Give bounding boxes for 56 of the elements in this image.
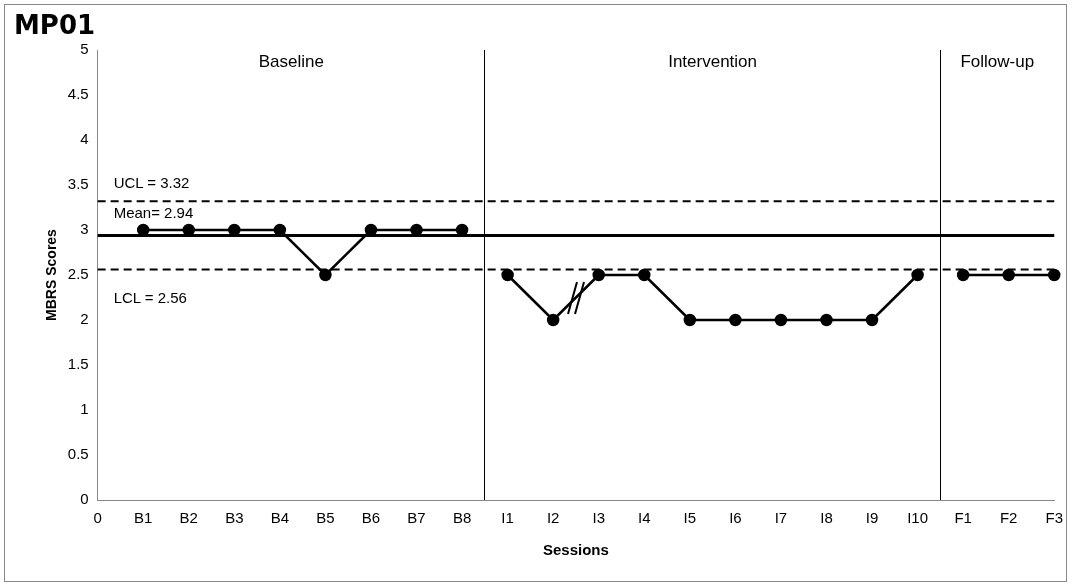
- x-tick-label: B3: [225, 509, 244, 527]
- point: [1048, 268, 1061, 282]
- point: [683, 313, 697, 327]
- x-tick-label: I1: [501, 509, 514, 527]
- y-tick-label: 4: [80, 130, 89, 148]
- point: [774, 313, 788, 327]
- y-axis-title: MBRS Scores: [43, 228, 60, 321]
- x-tick-label: B8: [452, 509, 472, 527]
- point: [546, 313, 560, 327]
- x-tick-label: B1: [134, 509, 153, 527]
- ref-line-label: Mean= 2.94: [113, 204, 194, 222]
- y-tick-label: 2.5: [67, 265, 89, 283]
- point: [865, 313, 879, 327]
- point: [501, 268, 514, 282]
- x-tick-label: I6: [729, 509, 742, 527]
- x-tick-label: B6: [361, 509, 381, 527]
- point: [956, 268, 970, 282]
- x-tick-label: I10: [907, 509, 929, 527]
- y-tick-label: 4.5: [67, 85, 89, 103]
- annotation: Intervention: [668, 52, 758, 72]
- point: [911, 268, 924, 282]
- y-tick-label: 5: [80, 40, 89, 58]
- ref-line-label: LCL = 2.56: [113, 289, 187, 307]
- x-tick-label: B4: [270, 509, 290, 527]
- y-tick-label: 3.5: [67, 175, 89, 193]
- point: [592, 268, 605, 282]
- x-tick-label: B2: [179, 509, 198, 527]
- x-tick-label: I4: [638, 509, 651, 527]
- y-tick-label: 3: [80, 220, 89, 238]
- x-tick-label: I2: [546, 509, 560, 527]
- point: [820, 313, 833, 327]
- y-tick-label: 1: [80, 400, 89, 418]
- point: [319, 268, 332, 282]
- ref-line-label: UCL = 3.32: [113, 173, 190, 191]
- y-tick-label: 2: [80, 310, 89, 328]
- annotation: Follow-up: [960, 52, 1035, 72]
- x-tick-label: F2: [999, 509, 1018, 527]
- x-tick-label: I7: [774, 509, 788, 527]
- y-tick-label: 1.5: [67, 355, 89, 373]
- chart-title: MP01: [14, 10, 96, 40]
- point: [638, 268, 651, 282]
- x-tick-label: I3: [592, 509, 605, 527]
- x-tick-label: I8: [820, 509, 833, 527]
- x-tick-label: B7: [407, 509, 426, 527]
- point: [729, 313, 742, 327]
- x-tick-label: I9: [865, 509, 879, 527]
- y-tick-label: 0: [80, 490, 89, 508]
- annotation: Baseline: [258, 52, 324, 72]
- x-axis-title: Sessions: [543, 541, 609, 559]
- x-tick-label: I5: [683, 509, 697, 527]
- y-tick-label: 0.5: [67, 445, 89, 463]
- point: [1002, 268, 1015, 282]
- x-tick-label: F1: [954, 509, 972, 527]
- x-tick-label: 0: [93, 509, 102, 527]
- x-tick-label: B5: [316, 509, 335, 527]
- x-tick-label: F3: [1045, 509, 1064, 527]
